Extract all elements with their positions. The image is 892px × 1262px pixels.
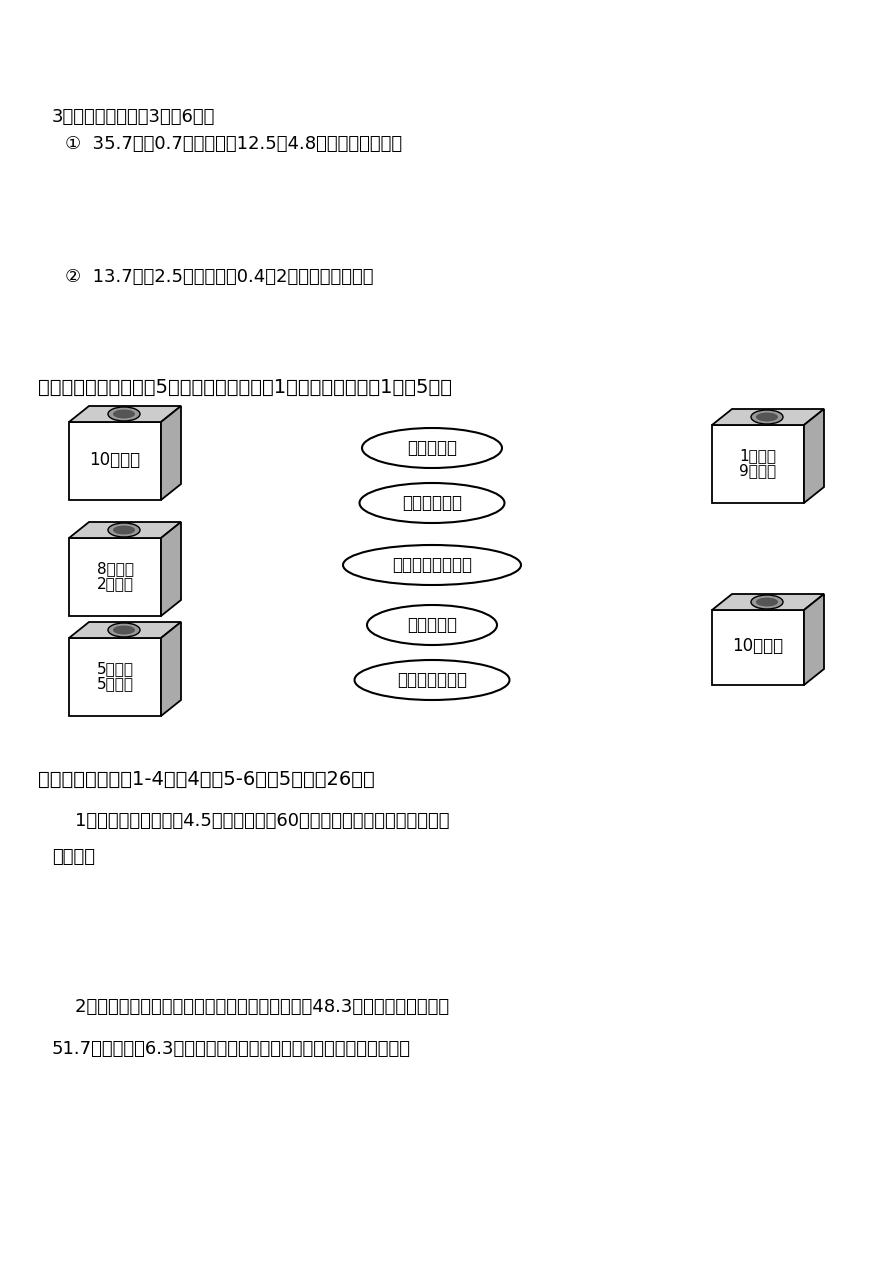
Ellipse shape xyxy=(756,597,778,607)
Ellipse shape xyxy=(354,660,509,700)
Text: 不太可能是白球: 不太可能是白球 xyxy=(397,671,467,689)
Polygon shape xyxy=(161,406,181,500)
Text: 的油桶？: 的油桶？ xyxy=(52,848,95,866)
Polygon shape xyxy=(69,522,181,538)
Polygon shape xyxy=(69,639,161,716)
Polygon shape xyxy=(69,406,181,422)
Text: 六．解决问题。（1-4每题4分，5-6每题5分，共26分）: 六．解决问题。（1-4每题4分，5-6每题5分，共26分） xyxy=(38,770,375,789)
Text: 可能是白球: 可能是白球 xyxy=(407,439,457,457)
Text: 51.7千米，经过6.3小时两车在途中相遇，两地间的公路长多少千米？: 51.7千米，经过6.3小时两车在途中相遇，两地间的公路长多少千米？ xyxy=(52,1040,411,1058)
Ellipse shape xyxy=(108,522,140,538)
Text: ②  13.7减去2.5的差，除以0.4与2的积，商是多少？: ② 13.7减去2.5的差，除以0.4与2的积，商是多少？ xyxy=(65,268,374,286)
Text: 1个白球: 1个白球 xyxy=(739,448,777,463)
Polygon shape xyxy=(712,409,824,425)
Polygon shape xyxy=(161,522,181,616)
Polygon shape xyxy=(712,594,824,610)
Polygon shape xyxy=(712,610,804,685)
Polygon shape xyxy=(69,622,181,639)
Ellipse shape xyxy=(113,409,135,419)
Text: 3．列式计算（每个3分共6分）: 3．列式计算（每个3分共6分） xyxy=(52,109,215,126)
Polygon shape xyxy=(69,538,161,616)
Ellipse shape xyxy=(343,545,521,586)
Text: 根本不可能是白球: 根本不可能是白球 xyxy=(392,557,472,574)
Ellipse shape xyxy=(751,594,783,610)
Text: 五．连一连，从下面的5个盒子里，分别摸出1个球。（每个连线1分计5分）: 五．连一连，从下面的5个盒子里，分别摸出1个球。（每个连线1分计5分） xyxy=(38,379,452,398)
Text: 5个白球: 5个白球 xyxy=(96,661,134,676)
Polygon shape xyxy=(804,409,824,504)
Text: 一定是白球: 一定是白球 xyxy=(407,616,457,634)
Text: 2．两辆汽车分别从两地相向开出，甲车每小时行48.3千米，乙车每小时行: 2．两辆汽车分别从两地相向开出，甲车每小时行48.3千米，乙车每小时行 xyxy=(52,998,450,1016)
Ellipse shape xyxy=(756,413,778,422)
Text: 5个黄球: 5个黄球 xyxy=(96,676,134,692)
Text: ①  35.7除以0.7的商，加上12.5与4.8的积，和是多少？: ① 35.7除以0.7的商，加上12.5与4.8的积，和是多少？ xyxy=(65,135,402,153)
Text: 10个黄球: 10个黄球 xyxy=(732,637,783,655)
Text: 10个白球: 10个白球 xyxy=(89,451,141,468)
Ellipse shape xyxy=(359,483,505,522)
Text: 1．每一个油桶最多装4.5千克油，购买60千克油，至少要准备多少个这样: 1．每一个油桶最多装4.5千克油，购买60千克油，至少要准备多少个这样 xyxy=(52,811,450,830)
Polygon shape xyxy=(712,425,804,504)
Polygon shape xyxy=(69,422,161,500)
Ellipse shape xyxy=(367,604,497,645)
Text: 9个黄球: 9个黄球 xyxy=(739,463,777,478)
Text: 8个白球: 8个白球 xyxy=(96,562,134,575)
Ellipse shape xyxy=(113,626,135,635)
Ellipse shape xyxy=(113,525,135,535)
Polygon shape xyxy=(161,622,181,716)
Text: 2个黄球: 2个黄球 xyxy=(96,575,134,591)
Polygon shape xyxy=(804,594,824,685)
Ellipse shape xyxy=(108,623,140,637)
Ellipse shape xyxy=(108,408,140,422)
Text: 很可能是白球: 很可能是白球 xyxy=(402,493,462,512)
Ellipse shape xyxy=(751,410,783,424)
Ellipse shape xyxy=(362,428,502,468)
